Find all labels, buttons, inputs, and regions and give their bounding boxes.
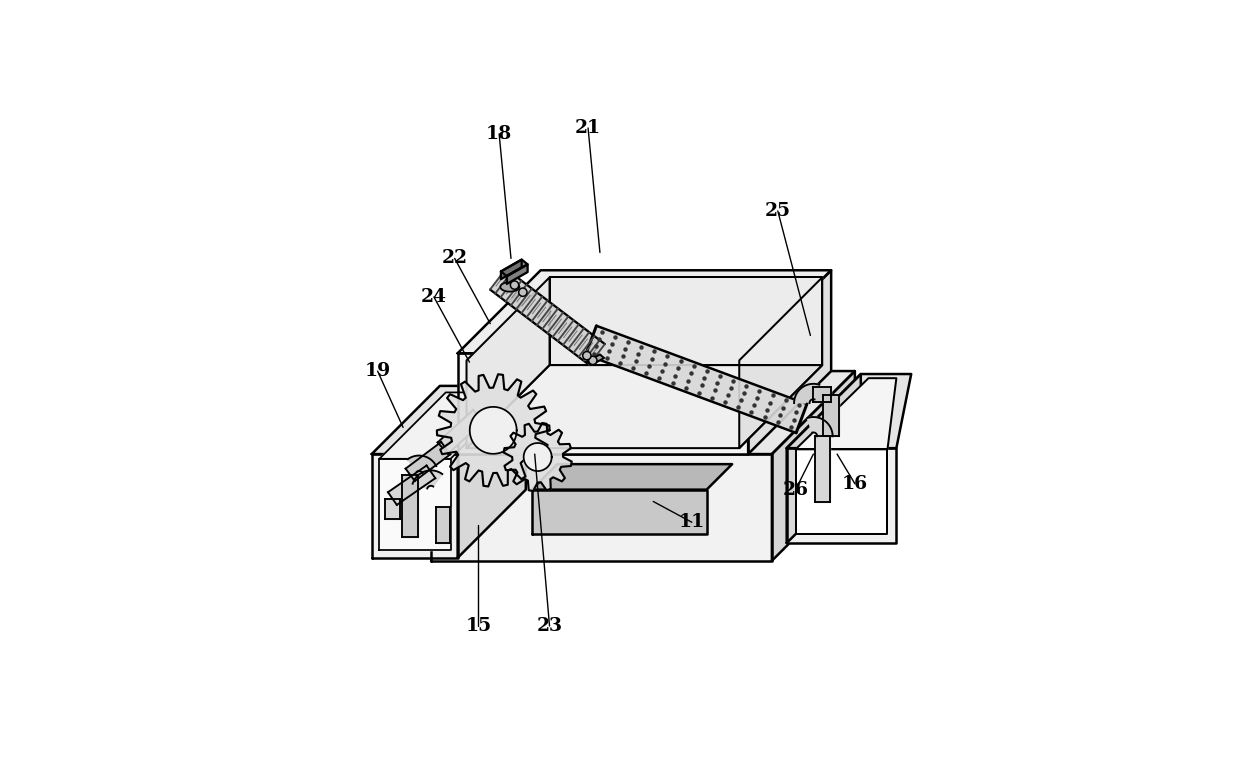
Polygon shape (807, 417, 832, 437)
Circle shape (511, 281, 518, 290)
Text: 21: 21 (575, 119, 601, 137)
Polygon shape (458, 353, 748, 454)
Polygon shape (372, 454, 458, 557)
Polygon shape (458, 386, 526, 557)
Polygon shape (466, 277, 549, 448)
Text: 25: 25 (765, 202, 791, 220)
Polygon shape (388, 466, 435, 505)
Polygon shape (405, 442, 450, 481)
Polygon shape (813, 387, 831, 403)
Circle shape (583, 351, 591, 360)
Text: 26: 26 (782, 480, 808, 499)
Polygon shape (532, 464, 732, 490)
Text: 24: 24 (420, 288, 446, 306)
Polygon shape (507, 264, 527, 284)
Polygon shape (466, 365, 822, 448)
Polygon shape (379, 459, 450, 550)
Polygon shape (436, 374, 549, 487)
Polygon shape (501, 259, 522, 280)
Polygon shape (503, 423, 572, 491)
Polygon shape (796, 378, 897, 450)
Text: 19: 19 (365, 362, 391, 380)
Polygon shape (490, 269, 605, 365)
Polygon shape (458, 270, 831, 353)
Polygon shape (549, 277, 822, 365)
Polygon shape (436, 507, 450, 543)
Polygon shape (413, 470, 443, 488)
Polygon shape (786, 448, 897, 543)
Text: 16: 16 (842, 475, 868, 493)
Polygon shape (372, 386, 526, 454)
Polygon shape (379, 393, 517, 459)
Polygon shape (438, 410, 484, 454)
Polygon shape (501, 282, 520, 292)
Polygon shape (532, 490, 707, 534)
Polygon shape (408, 456, 436, 473)
Polygon shape (823, 395, 839, 437)
Polygon shape (786, 374, 861, 543)
Circle shape (518, 288, 527, 296)
Polygon shape (587, 354, 604, 365)
Polygon shape (748, 270, 831, 454)
Polygon shape (585, 326, 807, 433)
Polygon shape (403, 475, 418, 537)
Circle shape (589, 357, 596, 364)
Polygon shape (796, 450, 888, 534)
Text: 23: 23 (537, 617, 563, 635)
Text: 11: 11 (678, 514, 706, 531)
Text: 22: 22 (441, 249, 467, 267)
Polygon shape (771, 371, 854, 561)
Text: 15: 15 (465, 617, 491, 635)
Text: 18: 18 (486, 125, 512, 143)
Polygon shape (470, 407, 517, 454)
Polygon shape (794, 383, 820, 403)
Polygon shape (815, 437, 830, 501)
Polygon shape (786, 374, 911, 448)
Polygon shape (501, 259, 527, 276)
Polygon shape (523, 443, 552, 471)
Polygon shape (432, 371, 854, 454)
Polygon shape (432, 454, 771, 561)
Polygon shape (739, 277, 822, 448)
Polygon shape (384, 498, 401, 519)
